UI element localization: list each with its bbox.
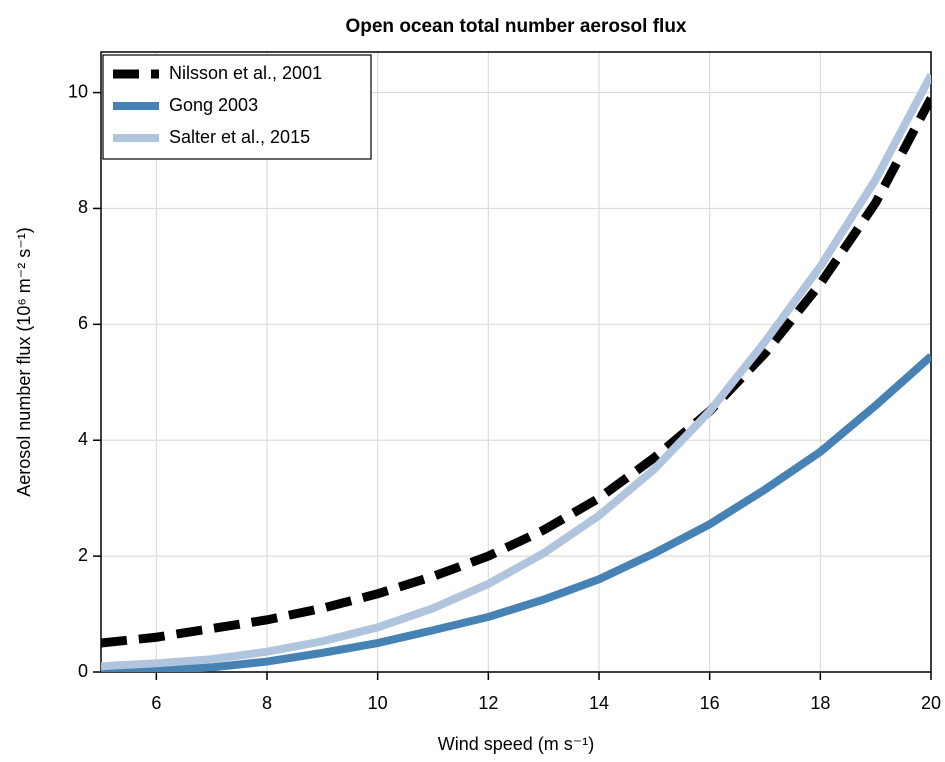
plot-frame <box>100 51 932 673</box>
x-tick-label: 10 <box>368 693 388 713</box>
y-axis-label: Aerosol number flux (10⁶ m⁻² s⁻¹) <box>14 227 34 496</box>
legend-label: Salter et al., 2015 <box>169 127 310 147</box>
y-tick-label: 4 <box>78 429 88 449</box>
chart-title: Open ocean total number aerosol flux <box>345 16 686 37</box>
x-tick-label: 6 <box>151 693 161 713</box>
legend-label: Nilsson et al., 2001 <box>169 63 322 83</box>
y-tick-label: 6 <box>78 313 88 333</box>
series-line <box>101 96 931 648</box>
x-tick-label: 18 <box>810 693 830 713</box>
series-line <box>101 73 931 671</box>
y-tick-label: 0 <box>78 661 88 681</box>
x-tick-label: 8 <box>262 693 272 713</box>
y-tick-label: 8 <box>78 197 88 217</box>
series-line <box>101 353 931 672</box>
y-tick-label: 2 <box>78 545 88 565</box>
x-tick-label: 12 <box>478 693 498 713</box>
x-tick-label: 16 <box>700 693 720 713</box>
x-tick-label: 14 <box>589 693 609 713</box>
y-tick-label: 10 <box>68 81 88 101</box>
x-axis-label: Wind speed (m s⁻¹) <box>438 734 595 754</box>
legend-label: Gong 2003 <box>169 95 258 115</box>
x-tick-label: 20 <box>921 693 941 713</box>
